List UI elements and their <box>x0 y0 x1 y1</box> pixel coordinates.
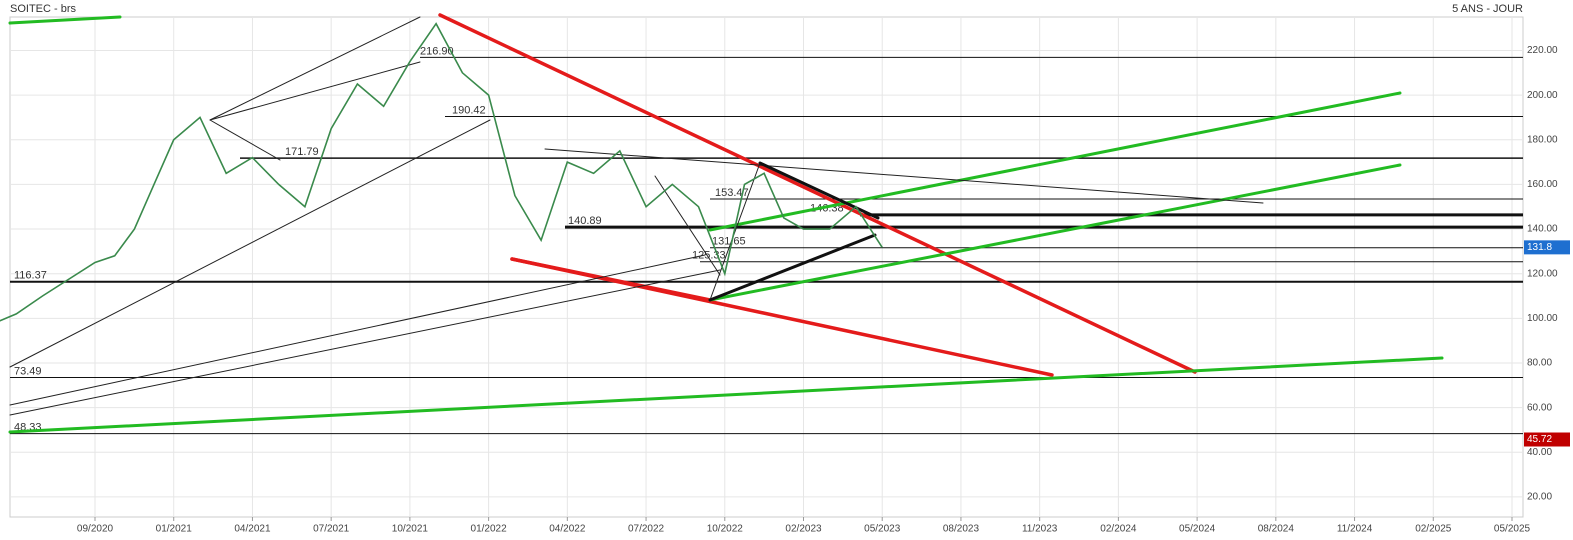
price-level-label: 125.33 <box>692 250 726 262</box>
x-tick-label: 07/2022 <box>628 524 665 535</box>
price-level-label: 190.42 <box>452 104 486 116</box>
x-tick-label: 10/2021 <box>392 524 429 535</box>
price-line <box>0 22 883 322</box>
y-tick-label: 200.00 <box>1527 90 1558 101</box>
y-tick-label: 220.00 <box>1527 45 1558 56</box>
price-level-label: 73.49 <box>14 365 42 377</box>
trend-line <box>709 162 761 301</box>
y-tick-label: 180.00 <box>1527 134 1558 145</box>
chart-subtitle: 5 ANS - JOUR <box>1452 3 1523 15</box>
price-level-label: 171.79 <box>285 146 319 158</box>
chart-title: SOITEC - brs <box>10 3 77 15</box>
x-tick-label: 04/2021 <box>234 524 271 535</box>
x-tick-label: 02/2024 <box>1100 524 1137 535</box>
trend-line <box>209 119 281 161</box>
x-tick-label: 01/2021 <box>156 524 193 535</box>
price-tag <box>1524 240 1570 255</box>
x-tick-label: 10/2022 <box>707 524 744 535</box>
trend-line <box>8 356 1444 434</box>
trend-line <box>510 257 712 302</box>
plot-area <box>9 16 1524 518</box>
x-tick-label: 05/2025 <box>1494 524 1531 535</box>
trend-line <box>708 233 877 302</box>
x-tick-label: 08/2023 <box>943 524 980 535</box>
x-tick-label: 05/2024 <box>1179 524 1216 535</box>
price-level-label: 216.90 <box>420 45 454 57</box>
trend-line <box>8 15 122 25</box>
trend-line <box>708 91 1402 232</box>
price-tag-label: 131.8 <box>1527 242 1552 253</box>
x-tick-label: 08/2024 <box>1258 524 1295 535</box>
y-tick-label: 20.00 <box>1527 492 1552 503</box>
y-tick-label: 60.00 <box>1527 402 1552 413</box>
x-tick-label: 09/2020 <box>77 524 114 535</box>
y-tick-label: 80.00 <box>1527 358 1552 369</box>
trend-line <box>209 61 421 121</box>
y-tick-label: 160.00 <box>1527 179 1558 190</box>
x-tick-label: 01/2022 <box>471 524 508 535</box>
trend-line <box>9 254 706 406</box>
x-tick-label: 11/2024 <box>1337 524 1373 535</box>
price-tag-label: 45.72 <box>1527 434 1552 445</box>
trend-line <box>209 16 421 121</box>
trend-line <box>544 148 1264 204</box>
trend-line <box>9 269 721 416</box>
price-level-label: 116.37 <box>14 270 47 282</box>
y-tick-label: 140.00 <box>1527 224 1558 235</box>
price-level-label: 140.89 <box>568 215 602 227</box>
trend-line <box>438 13 1197 374</box>
x-tick-label: 11/2023 <box>1022 524 1058 535</box>
x-tick-label: 02/2023 <box>785 524 822 535</box>
price-level-label: 153.47 <box>715 187 749 199</box>
y-tick-label: 100.00 <box>1527 313 1558 324</box>
trend-lines <box>8 13 1444 434</box>
trend-line <box>654 175 721 276</box>
trend-line <box>758 161 880 220</box>
trend-line <box>9 119 491 368</box>
trend-line <box>708 163 1402 302</box>
price-level-label: 131.65 <box>712 236 746 248</box>
x-tick-label: 04/2022 <box>549 524 586 535</box>
x-tick-label: 07/2021 <box>313 524 350 535</box>
y-tick-label: 120.00 <box>1527 268 1558 279</box>
x-tick-label: 02/2025 <box>1415 524 1452 535</box>
y-tick-label: 40.00 <box>1527 447 1552 458</box>
x-tick-label: 05/2023 <box>864 524 901 535</box>
price-tag <box>1524 432 1570 447</box>
